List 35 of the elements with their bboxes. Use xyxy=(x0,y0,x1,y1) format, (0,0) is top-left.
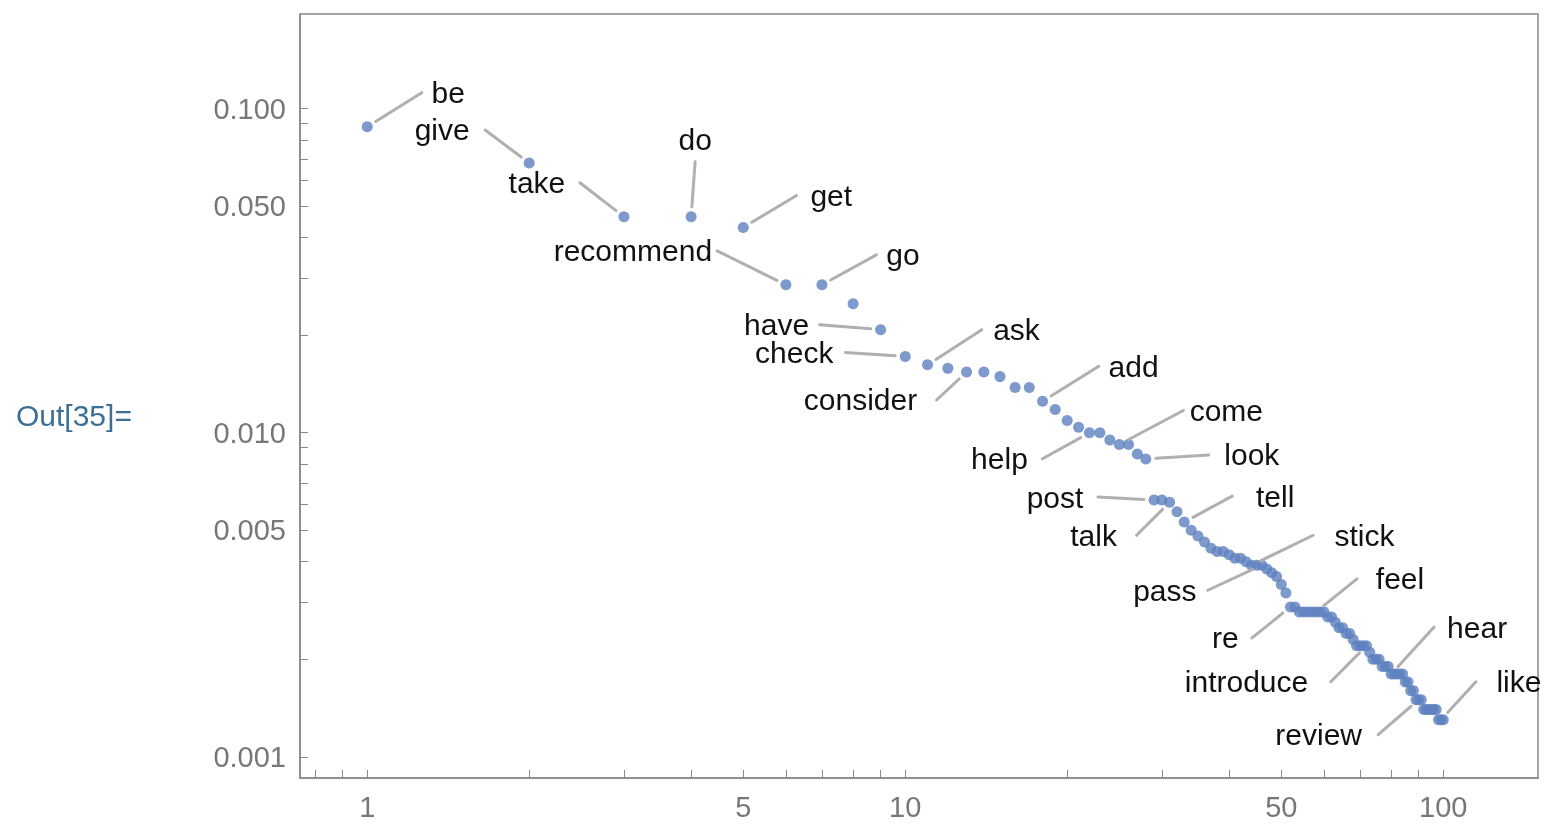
y-tick-label: 0.010 xyxy=(213,416,286,449)
x-tick-label: 1 xyxy=(359,790,376,823)
x-tick-label: 5 xyxy=(735,790,752,823)
annotation: tell xyxy=(1256,479,1295,513)
x-tick-label: 10 xyxy=(889,790,922,823)
annotation: talk xyxy=(1070,518,1118,552)
annotation: recommend xyxy=(553,234,713,268)
annotation: consider xyxy=(803,383,918,417)
annotation: ask xyxy=(993,313,1041,347)
annotation: review xyxy=(1275,718,1363,752)
annotation: like xyxy=(1496,665,1542,699)
annotation: pass xyxy=(1133,573,1197,607)
y-tick-label: 0.050 xyxy=(213,190,286,223)
annotation: look xyxy=(1224,438,1281,472)
annotation: help xyxy=(971,442,1028,476)
annotation: get xyxy=(810,178,853,212)
annotation: be xyxy=(431,76,465,110)
y-tick-label: 0.005 xyxy=(213,514,286,547)
annotation: come xyxy=(1189,393,1264,427)
annotation: post xyxy=(1026,480,1085,514)
y-tick-label: 0.100 xyxy=(213,92,286,125)
annotation: hear xyxy=(1447,610,1508,644)
annotation: re xyxy=(1212,621,1239,655)
x-tick-label: 50 xyxy=(1265,790,1298,823)
annotation: give xyxy=(414,113,470,147)
annotation: do xyxy=(678,123,712,157)
annotation: stick xyxy=(1334,518,1396,552)
text: Out[35]= xyxy=(16,398,132,432)
x-tick-label: 100 xyxy=(1419,790,1468,823)
annotation: feel xyxy=(1375,562,1425,596)
annotation: add xyxy=(1108,349,1159,383)
annotation: go xyxy=(886,238,920,272)
y-tick-label: 0.001 xyxy=(213,740,286,773)
annotation: introduce xyxy=(1184,665,1309,699)
annotation: take xyxy=(508,166,566,200)
